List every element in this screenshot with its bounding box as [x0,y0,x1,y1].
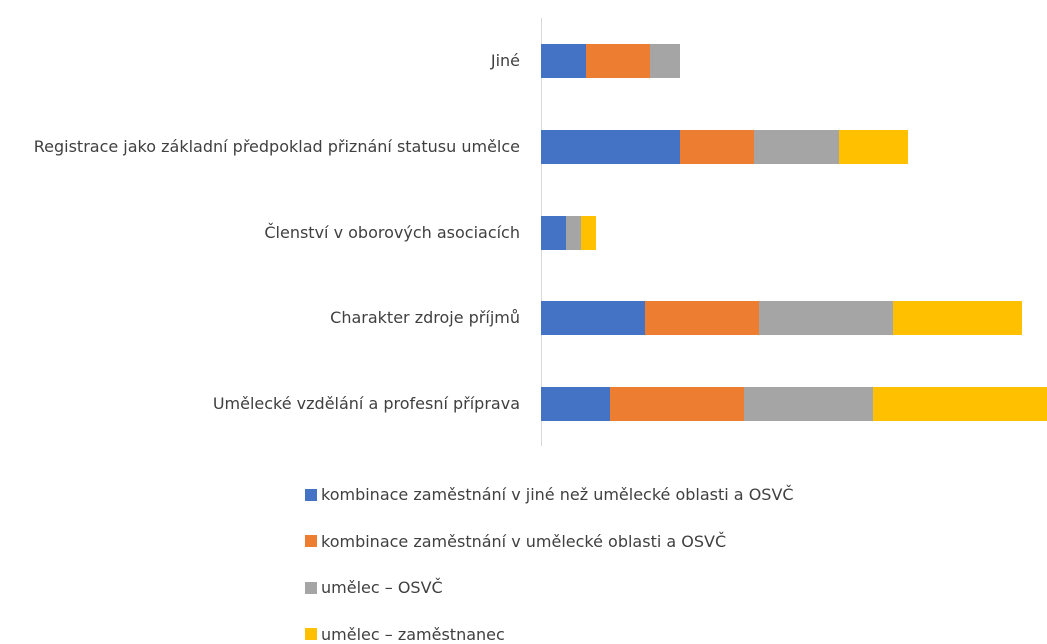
category-label: Registrace jako základní předpoklad přiz… [33,136,520,156]
bar [541,215,566,250]
category-label: Členství v oborových asociacích [264,222,520,242]
bar [541,129,680,164]
bar [585,44,651,78]
bar [754,129,839,164]
legend-swatch [305,581,317,594]
legend-swatch [305,488,317,501]
category-label: Umělecké vzdělání a profesní příprava [212,394,520,413]
bar [541,44,586,78]
legend-label: umělec – OSVČ [321,578,443,597]
category-label-box: Umělecké vzdělání a profesní příprava [213,374,520,434]
legend-swatch [305,628,317,640]
category-label-box: Členství v oborových asociacích [264,203,520,263]
legend-swatch [305,535,317,547]
category-label-box: Registrace jako základní předpoklad přiz… [34,117,520,177]
bar [645,301,760,336]
bar [679,129,755,164]
legend-label: kombinace zaměstnání v umělecké oblasti … [321,531,727,551]
legend-label: umělec – zaměstnanec [321,624,505,644]
bar [838,129,909,164]
bar [580,215,596,250]
legend-item: umělec – OSVČ [305,578,443,597]
bar [759,301,894,336]
legend-item: kombinace zaměstnání v jiné než umělecké… [305,485,794,504]
bar [873,387,1047,421]
legend-item: kombinace zaměstnání v umělecké oblasti … [305,532,726,551]
category-label-box: Jiné [491,31,520,91]
category-label: Jiné [490,51,520,70]
bar [650,44,680,78]
bar [541,301,646,336]
bar [610,387,745,421]
category-label: Charakter zdroje příjmů [330,308,520,328]
legend-label: kombinace zaměstnání v jiné než umělecké… [321,485,794,504]
bar [744,387,874,421]
legend-item: umělec – zaměstnanec [305,625,505,644]
bar [541,387,611,421]
bar [893,301,1023,336]
bar [565,215,581,250]
category-label-box: Charakter zdroje příjmů [330,288,520,348]
